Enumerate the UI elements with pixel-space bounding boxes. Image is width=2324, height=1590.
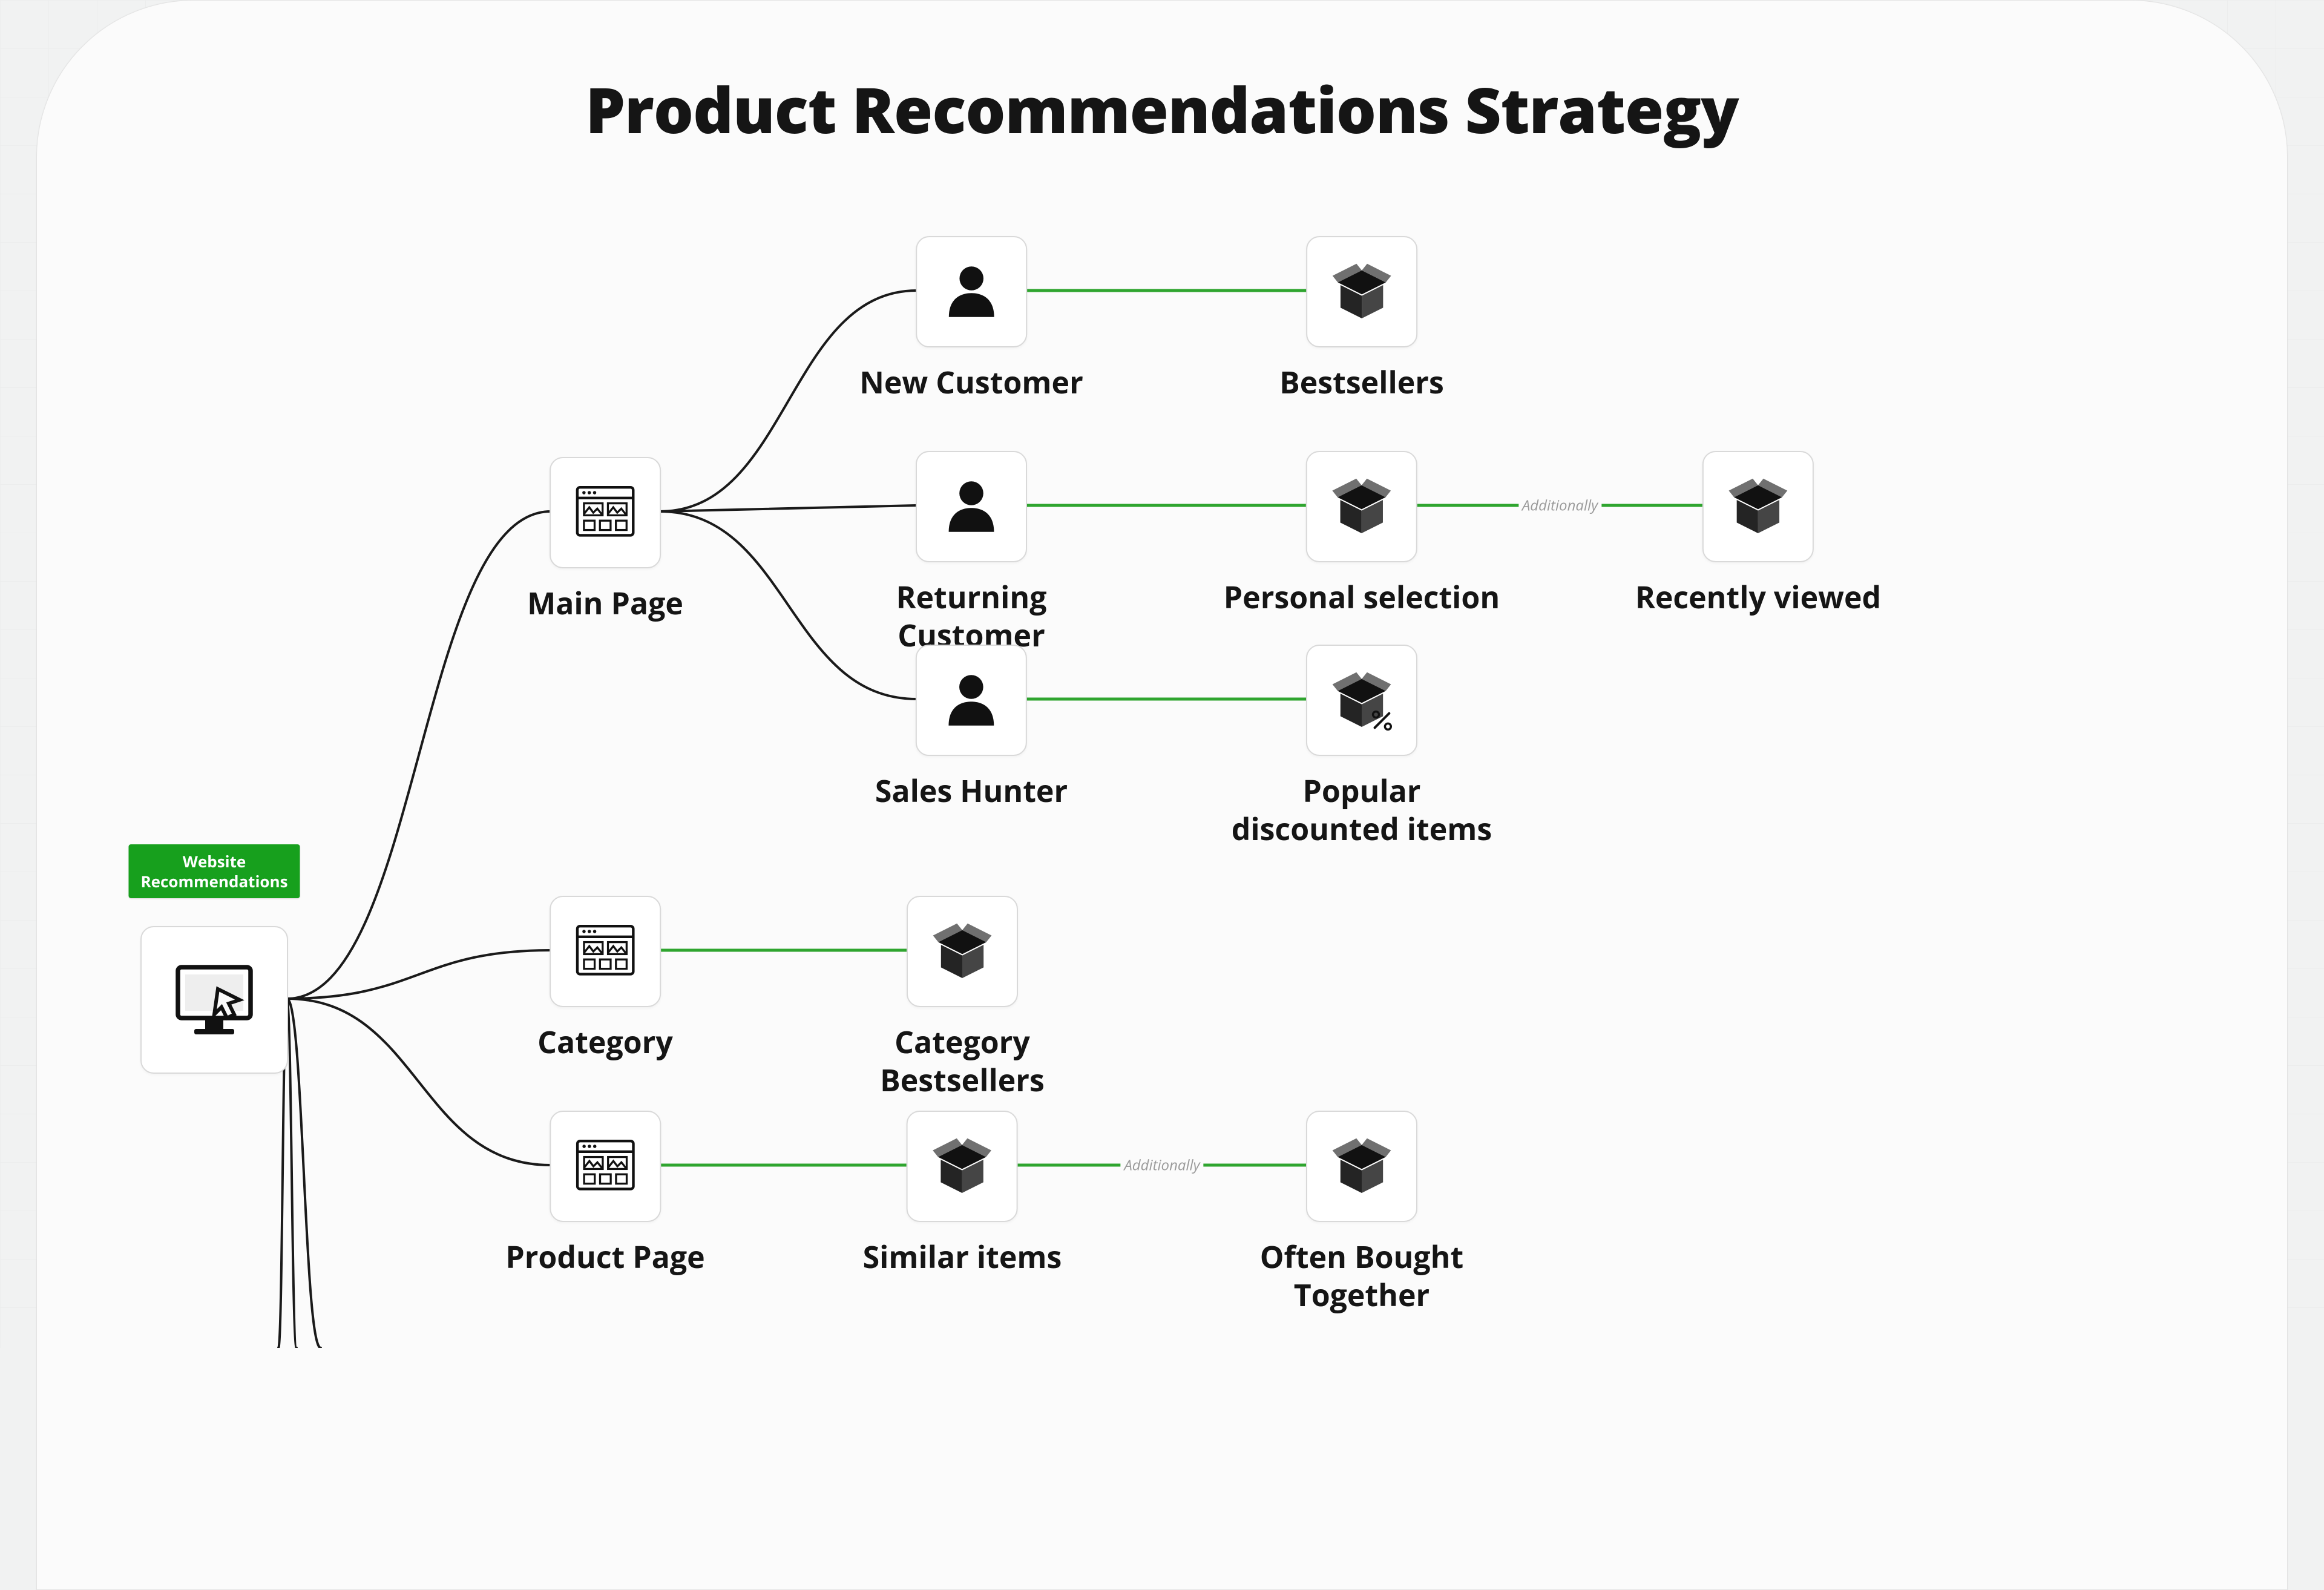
node-label: New Customer (859, 363, 1083, 401)
node-tile[interactable] (1306, 1111, 1417, 1222)
node-tile[interactable] (907, 896, 1018, 1007)
node-category: Category (537, 896, 673, 1061)
node-label: Main Page (527, 584, 683, 622)
root-badge: Website Recommendations (129, 844, 300, 898)
node-tile[interactable] (550, 1111, 661, 1222)
node-label: Bestsellers (1279, 363, 1444, 401)
node-label: Sales Hunter (875, 772, 1068, 810)
node-label: Often Bought Together (1216, 1238, 1507, 1313)
node-root (140, 926, 288, 1074)
user-icon (938, 473, 1005, 540)
node-tile[interactable] (907, 1111, 1018, 1222)
node-tile[interactable] (140, 926, 288, 1074)
edge-label: Additionally (1518, 496, 1601, 516)
node-tile[interactable] (916, 645, 1027, 756)
node-tile[interactable] (1306, 236, 1417, 347)
node-tile[interactable] (1702, 451, 1814, 562)
diagram-stage: Product Recommendations Strategy Website… (0, 0, 2324, 1348)
node-sales_hunt: Sales Hunter (875, 645, 1068, 810)
node-recent: Recently viewed (1635, 451, 1881, 616)
box-icon (1328, 1133, 1395, 1200)
box-icon (1725, 473, 1791, 540)
node-tile[interactable] (550, 457, 661, 568)
node-new_cust: New Customer (859, 236, 1083, 401)
node-discount: Popular discounted items (1216, 645, 1507, 847)
node-cat_best: Category Bestsellers (817, 896, 1108, 1099)
node-label: Category Bestsellers (817, 1023, 1108, 1099)
node-often: Often Bought Together (1216, 1111, 1507, 1313)
box-icon (1328, 473, 1395, 540)
node-ret_cust: Returning Customer (826, 451, 1117, 654)
node-tile[interactable] (1306, 451, 1417, 562)
webpage-icon (572, 1133, 638, 1200)
monitor-icon (169, 954, 260, 1045)
box-icon (929, 918, 996, 985)
node-similar: Similar items (863, 1111, 1062, 1276)
node-product: Product Page (505, 1111, 704, 1276)
diagram-title: Product Recommendations Strategy (0, 67, 2324, 152)
node-tile[interactable] (916, 236, 1027, 347)
box-icon (929, 1133, 996, 1200)
box_percent-icon (1328, 667, 1395, 734)
user-icon (938, 258, 1005, 325)
webpage-icon (572, 479, 638, 546)
webpage-icon (572, 918, 638, 985)
diagram-card (36, 0, 2288, 1590)
node-label: Product Page (505, 1238, 704, 1276)
node-tile[interactable] (550, 896, 661, 1007)
node-bestsellers: Bestsellers (1279, 236, 1444, 401)
box-icon (1328, 258, 1395, 325)
node-tile[interactable] (1306, 645, 1417, 756)
node-label: Recently viewed (1635, 578, 1881, 616)
user-icon (938, 667, 1005, 734)
node-label: Popular discounted items (1216, 772, 1507, 847)
node-label: Similar items (863, 1238, 1062, 1276)
node-tile[interactable] (916, 451, 1027, 562)
node-label: Personal selection (1224, 578, 1500, 616)
node-personal: Personal selection (1224, 451, 1500, 616)
node-label: Category (537, 1023, 673, 1061)
edge-label: Additionally (1120, 1155, 1203, 1175)
node-main: Main Page (527, 457, 683, 622)
node-label: Returning Customer (826, 578, 1117, 654)
